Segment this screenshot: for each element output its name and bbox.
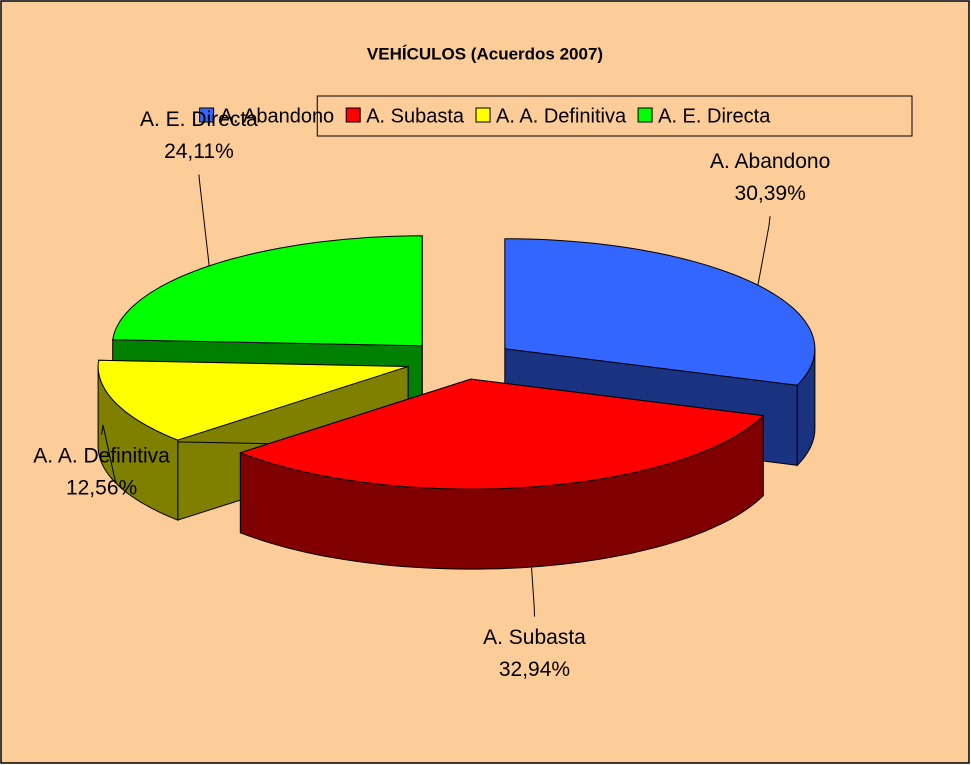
leader-line bbox=[757, 216, 771, 286]
legend-label: A. Subasta bbox=[366, 105, 465, 127]
leader-line bbox=[198, 174, 210, 266]
leader-line bbox=[101, 424, 117, 484]
data-label-value: 24,11% bbox=[164, 140, 234, 163]
legend-label: A. A. Definitiva bbox=[496, 105, 627, 127]
legend-swatch bbox=[475, 107, 491, 123]
chart-title: VEHÍCULOS (Acuerdos 2007) bbox=[367, 44, 603, 63]
legend-swatch bbox=[199, 107, 215, 123]
data-label-category: A. E. Directa bbox=[140, 108, 258, 131]
legend: A. Abandono A. Subasta A. A. Definitiva A. … bbox=[199, 95, 913, 137]
data-label-value: 32,94% bbox=[499, 658, 570, 681]
data-label-value: 30,39% bbox=[735, 182, 806, 205]
legend-swatch bbox=[637, 107, 653, 123]
data-label-value: 12,56% bbox=[66, 477, 137, 500]
data-label-category: A. Abandono bbox=[710, 150, 830, 173]
data-label-category: A. A. Definitiva bbox=[33, 445, 170, 468]
data-label-category: A. Subasta bbox=[483, 626, 586, 649]
legend-swatch bbox=[345, 107, 361, 123]
slice bbox=[238, 378, 765, 490]
leader-line bbox=[531, 566, 535, 617]
slice bbox=[97, 359, 409, 441]
legend-label: A. Abandono bbox=[220, 105, 335, 127]
legend-box bbox=[316, 95, 913, 137]
legend-label: A. E. Directa bbox=[658, 105, 771, 127]
